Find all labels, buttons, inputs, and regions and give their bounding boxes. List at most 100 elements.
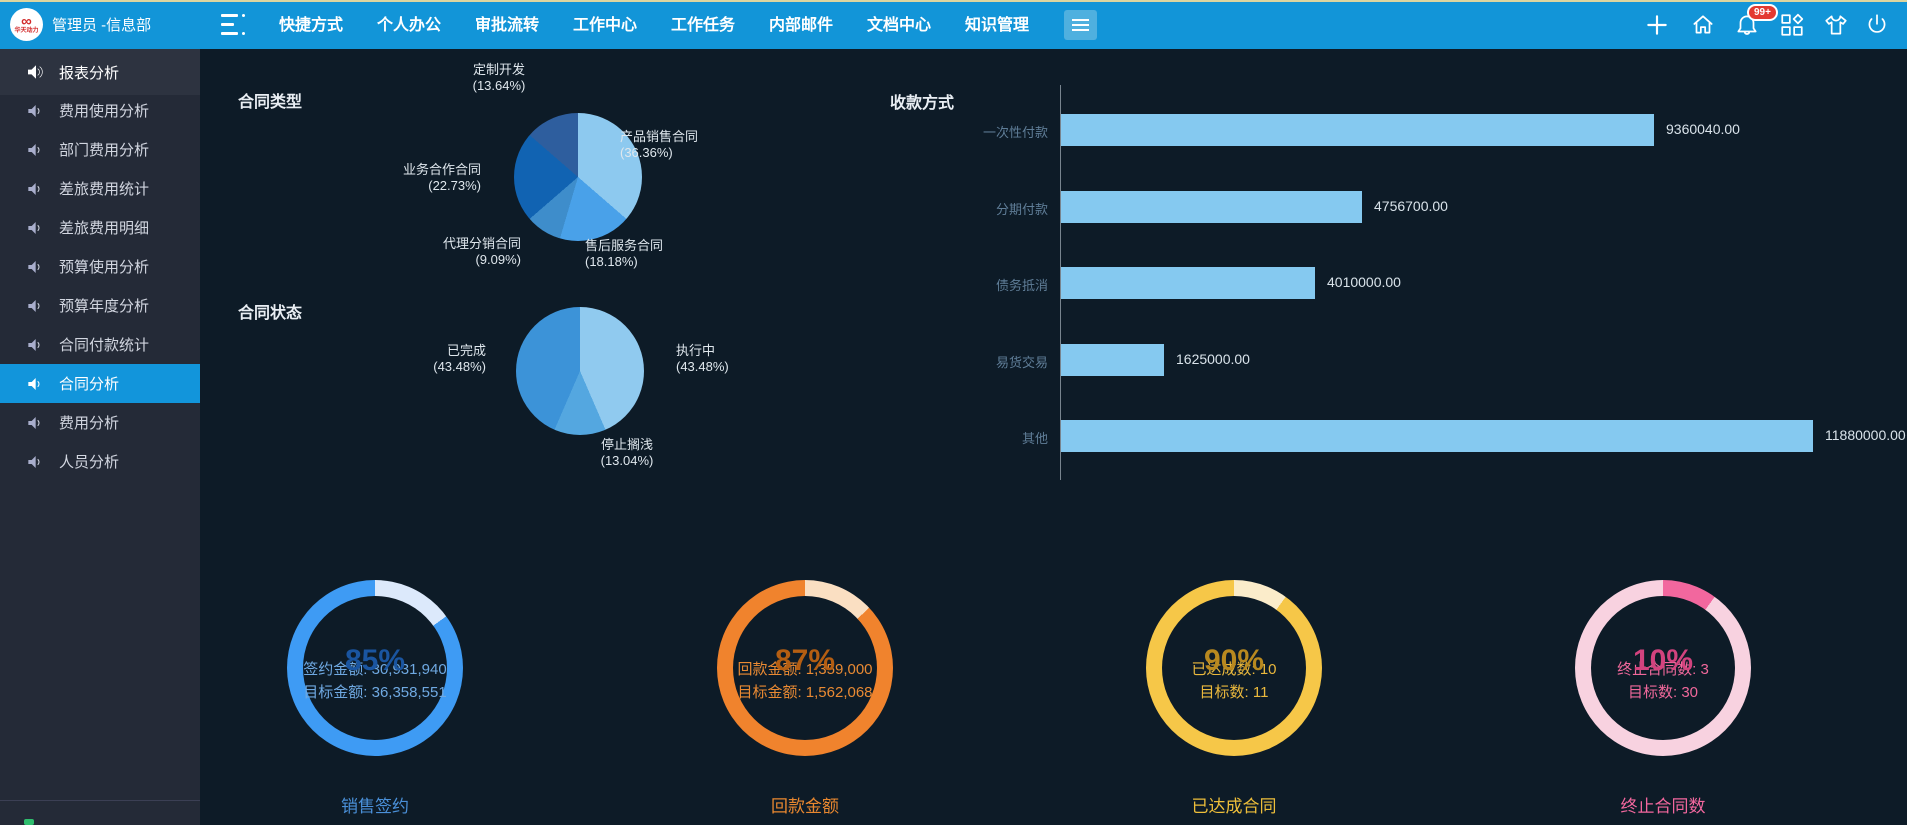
logo-subtext: 华天动力 xyxy=(14,28,39,34)
gauge-label-contracts-terminated[interactable]: 终止合同数 xyxy=(1620,797,1706,816)
hamburger-menu-icon[interactable] xyxy=(1064,10,1097,40)
current-user-label: 管理员 -信息部 xyxy=(52,17,152,34)
sidebar-item[interactable]: 差旅费用明细 xyxy=(0,208,200,247)
nav-item-knowledge[interactable]: 知识管理 xyxy=(964,17,1029,34)
pie-slice-label: 产品销售合同 (36.36%) xyxy=(620,129,699,160)
sidebar: 报表分析 费用使用分析 部门费用分析差旅费用统计差旅费用明细预算使用分析 预算年度分… xyxy=(0,49,200,825)
sidebar-item[interactable]: 人员分析 xyxy=(0,442,200,481)
sidebar-item-label: 人员分析 xyxy=(59,454,120,471)
sidebar-item-label: 部门费用分析 xyxy=(59,142,150,159)
sidebar-item[interactable]: 合同分析 xyxy=(0,364,200,403)
gauge-metric-line: 终止合同数: 3 xyxy=(1617,661,1709,678)
pie2-title: 合同状态 xyxy=(238,305,303,322)
speaker-icon xyxy=(27,104,43,118)
sidebar-item-label: 合同分析 xyxy=(59,376,120,393)
contract-status-pie-chart xyxy=(516,307,644,435)
pie-slice-label: 代理分销合同 (9.09%) xyxy=(442,236,521,267)
sidebar-item[interactable]: 费用分析 xyxy=(0,403,200,442)
nav-item-shortcuts[interactable]: 快捷方式 xyxy=(278,17,343,34)
collapse-menu-icon[interactable] xyxy=(221,13,247,36)
tshirt-icon[interactable] xyxy=(1823,12,1849,38)
speaker-icon xyxy=(27,455,43,469)
gauge-metric-line: 回款金额: 1,359,000 xyxy=(737,661,873,678)
pie-slice-label: 停止搁浅 (13.04%) xyxy=(600,437,654,468)
sidebar-item[interactable]: 预算使用分析 xyxy=(0,247,200,286)
plus-icon[interactable] xyxy=(1644,12,1670,38)
sidebar-item[interactable]: 预算年度分析 xyxy=(0,286,200,325)
gauge-metric-line: 已达成数: 10 xyxy=(1191,661,1277,678)
bar-category-label: 分期付款 xyxy=(995,201,1048,217)
status-dot-icon xyxy=(24,819,34,825)
speaker-icon xyxy=(27,221,43,235)
pie-slice-label: 执行中 (43.48%) xyxy=(676,343,729,374)
speaker-icon xyxy=(27,377,43,391)
pie1-title: 合同类型 xyxy=(238,94,303,111)
pie-slice-label: 定制开发 (13.64%) xyxy=(472,62,526,93)
gauge-sales-signing: 签约金额: 30,931,940 目标金额: 36,358,551 85% xyxy=(287,580,463,756)
gauge-percent: 90% xyxy=(1203,644,1265,677)
speaker-icon xyxy=(27,299,43,313)
nav-item-work-center[interactable]: 工作中心 xyxy=(572,17,637,34)
power-icon[interactable] xyxy=(1864,12,1890,38)
speaker-icon xyxy=(27,182,43,196)
sidebar-item[interactable]: 合同付款统计 xyxy=(0,325,200,364)
speaker-icon xyxy=(27,260,43,274)
sidebar-item-label: 报表分析 xyxy=(59,64,120,82)
pie-slice-label: 售后服务合同 (18.18%) xyxy=(585,238,664,269)
gauge-hole xyxy=(1591,596,1735,740)
nav-item-work-tasks[interactable]: 工作任务 xyxy=(670,17,735,34)
bar-value-label: 11880000.00 xyxy=(1825,427,1906,443)
top-accent-strip xyxy=(0,0,1907,2)
sidebar-item-label: 合同付款统计 xyxy=(59,337,150,354)
bar-value-label: 4010000.00 xyxy=(1327,274,1401,290)
bar-value-label: 9360040.00 xyxy=(1666,121,1740,137)
sidebar-item[interactable]: 差旅费用统计 xyxy=(0,169,200,208)
notification-badge: 99+ xyxy=(1747,4,1778,21)
barchart-title: 收款方式 xyxy=(890,95,955,112)
sidebar-item[interactable]: 费用使用分析 xyxy=(0,91,200,130)
apps-grid-icon[interactable] xyxy=(1779,12,1805,38)
nav-item-internal-mail[interactable]: 内部邮件 xyxy=(768,17,833,34)
bar-chart-axis xyxy=(1060,85,1061,480)
speaker-icon xyxy=(27,143,43,157)
sidebar-item-report-analysis[interactable]: 报表分析 xyxy=(0,49,200,95)
logo-glyph: ∞ xyxy=(21,13,32,30)
sidebar-item-label: 费用使用分析 xyxy=(59,103,150,120)
top-navigation-bar: ∞ 华天动力 管理员 -信息部 快捷方式 个人办公 审批流转 工作中心 工作任务… xyxy=(0,0,1907,49)
speaker-icon xyxy=(27,65,43,79)
sidebar-item-label: 费用分析 xyxy=(59,415,120,432)
sidebar-item-label: 差旅费用明细 xyxy=(59,220,150,237)
main-nav: 快捷方式 个人办公 审批流转 工作中心 工作任务 内部邮件 文档中心 知识管理 xyxy=(262,0,1046,49)
gauge-contracts-achieved: 已达成数: 10 目标数: 11 90% xyxy=(1146,580,1322,756)
bar-其他 xyxy=(1061,420,1813,452)
sidebar-divider xyxy=(0,800,200,801)
gauge-contracts-terminated: 终止合同数: 3 目标数: 30 10% xyxy=(1575,580,1751,756)
payment-method-bar-chart: 一次性付款 9360040.00 分期付款 4756700.00 债务抵消 4010000… xyxy=(983,85,1906,480)
gauge-hole xyxy=(733,596,877,740)
nav-item-doc-center[interactable]: 文档中心 xyxy=(866,17,931,34)
gauge-label-sales-signing[interactable]: 销售签约 xyxy=(341,797,409,816)
gauge-payment-collected: 回款金额: 1,359,000 目标金额: 1,562,068 87% xyxy=(717,580,893,756)
home-icon[interactable] xyxy=(1690,12,1716,38)
gauge-label-payment-collected[interactable]: 回款金额 xyxy=(771,797,839,816)
gauge-hole xyxy=(1162,596,1306,740)
bar-分期付款 xyxy=(1061,190,1362,223)
sidebar-item[interactable]: 部门费用分析 xyxy=(0,130,200,169)
speaker-icon xyxy=(27,338,43,352)
gauge-target-line: 目标金额: 1,562,068 xyxy=(737,684,873,701)
nav-item-personal[interactable]: 个人办公 xyxy=(376,17,441,34)
bar-value-label: 4756700.00 xyxy=(1374,197,1448,214)
bar-category-label: 债务抵消 xyxy=(995,278,1048,293)
app-logo[interactable]: ∞ 华天动力 xyxy=(10,8,43,41)
speaker-icon xyxy=(27,416,43,430)
gauge-hole xyxy=(303,596,447,740)
gauge-percent: 87% xyxy=(774,644,836,677)
bar-category-label: 一次性付款 xyxy=(982,125,1048,140)
gauge-percent: 85% xyxy=(344,644,406,677)
bar-category-label: 易货交易 xyxy=(995,354,1048,370)
bar-易货交易 xyxy=(1061,343,1164,376)
bar-value-label: 1625000.00 xyxy=(1176,350,1250,367)
nav-item-approval[interactable]: 审批流转 xyxy=(474,17,539,34)
gauge-label-contracts-achieved[interactable]: 已达成合同 xyxy=(1191,797,1277,816)
